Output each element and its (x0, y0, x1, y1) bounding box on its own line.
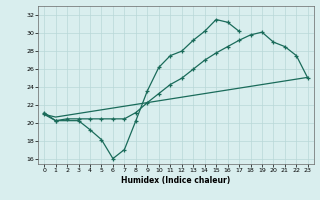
X-axis label: Humidex (Indice chaleur): Humidex (Indice chaleur) (121, 176, 231, 185)
